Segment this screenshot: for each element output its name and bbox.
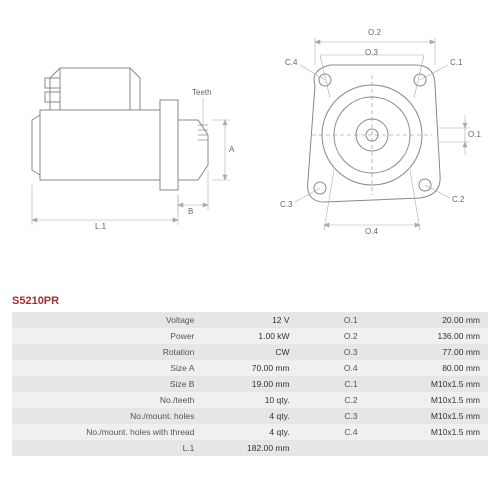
side-view: L.1 B A Teeth <box>20 20 240 260</box>
dim-label-B: B <box>188 207 193 216</box>
spec-label: C.2 <box>298 392 366 408</box>
spec-value: 10 qty. <box>202 392 297 408</box>
dim-label-O2: O.2 <box>368 28 381 37</box>
dim-label-O4: O.4 <box>365 227 378 236</box>
spec-label: Size A <box>12 360 202 376</box>
spec-label: No./mount. holes <box>12 408 202 424</box>
dim-label-C4: C.4 <box>285 58 297 67</box>
table-row: Size B19.00 mmC.1M10x1.5 mm <box>12 376 488 392</box>
spec-value: 1.00 kW <box>202 328 297 344</box>
spec-label: O.2 <box>298 328 366 344</box>
spec-label: Rotation <box>12 344 202 360</box>
part-number: S5210PR <box>12 295 59 307</box>
spec-value: 19.00 mm <box>202 376 297 392</box>
spec-value: M10x1.5 mm <box>366 376 488 392</box>
table-row: L.1182.00 mm <box>12 440 488 456</box>
spec-value: 80.00 mm <box>366 360 488 376</box>
spec-label: Voltage <box>12 312 202 328</box>
table-row: No./mount. holes4 qty.C.3M10x1.5 mm <box>12 408 488 424</box>
front-view: O.2 O.3 O.1 O.4 C.1 C.2 C.3 C.4 <box>270 20 480 260</box>
table-row: No./teeth10 qty.C.2M10x1.5 mm <box>12 392 488 408</box>
table-row: Power1.00 kWO.2136.00 mm <box>12 328 488 344</box>
spec-label: C.1 <box>298 376 366 392</box>
spec-value: 77.00 mm <box>366 344 488 360</box>
technical-drawing-area: L.1 B A Teeth <box>0 0 500 290</box>
spec-label: O.1 <box>298 312 366 328</box>
spec-value <box>366 440 488 456</box>
spec-value: 20.00 mm <box>366 312 488 328</box>
spec-label: L.1 <box>12 440 202 456</box>
table-row: Size A70.00 mmO.480.00 mm <box>12 360 488 376</box>
spec-value: CW <box>202 344 297 360</box>
dim-label-A: A <box>229 145 234 154</box>
dim-label-C2: C.2 <box>452 195 464 204</box>
dim-label-C1: C.1 <box>450 58 462 67</box>
table-row: Voltage12 VO.120.00 mm <box>12 312 488 328</box>
spec-value: 4 qty. <box>202 424 297 440</box>
spec-value: M10x1.5 mm <box>366 424 488 440</box>
dim-label-C3: C.3 <box>280 200 292 209</box>
spec-value: 4 qty. <box>202 408 297 424</box>
spec-label: No./mount. holes with thread <box>12 424 202 440</box>
spec-value: M10x1.5 mm <box>366 392 488 408</box>
spec-label: No./teeth <box>12 392 202 408</box>
spec-value: 136.00 mm <box>366 328 488 344</box>
spec-label: C.3 <box>298 408 366 424</box>
dim-label-teeth: Teeth <box>192 88 212 97</box>
spec-value: 70.00 mm <box>202 360 297 376</box>
spec-value: M10x1.5 mm <box>366 408 488 424</box>
dim-label-O1: O.1 <box>468 130 481 139</box>
spec-label: Size B <box>12 376 202 392</box>
spec-label: O.4 <box>298 360 366 376</box>
side-view-svg <box>20 20 240 260</box>
spec-label: Power <box>12 328 202 344</box>
dim-label-O3: O.3 <box>365 48 378 57</box>
spec-label: C.4 <box>298 424 366 440</box>
spec-value: 182.00 mm <box>202 440 297 456</box>
spec-label: O.3 <box>298 344 366 360</box>
table-row: RotationCWO.377.00 mm <box>12 344 488 360</box>
spec-label <box>298 440 366 456</box>
spec-value: 12 V <box>202 312 297 328</box>
dim-label-L1: L.1 <box>95 222 106 231</box>
spec-table: Voltage12 VO.120.00 mmPower1.00 kWO.2136… <box>12 312 488 456</box>
table-row: No./mount. holes with thread4 qty.C.4M10… <box>12 424 488 440</box>
